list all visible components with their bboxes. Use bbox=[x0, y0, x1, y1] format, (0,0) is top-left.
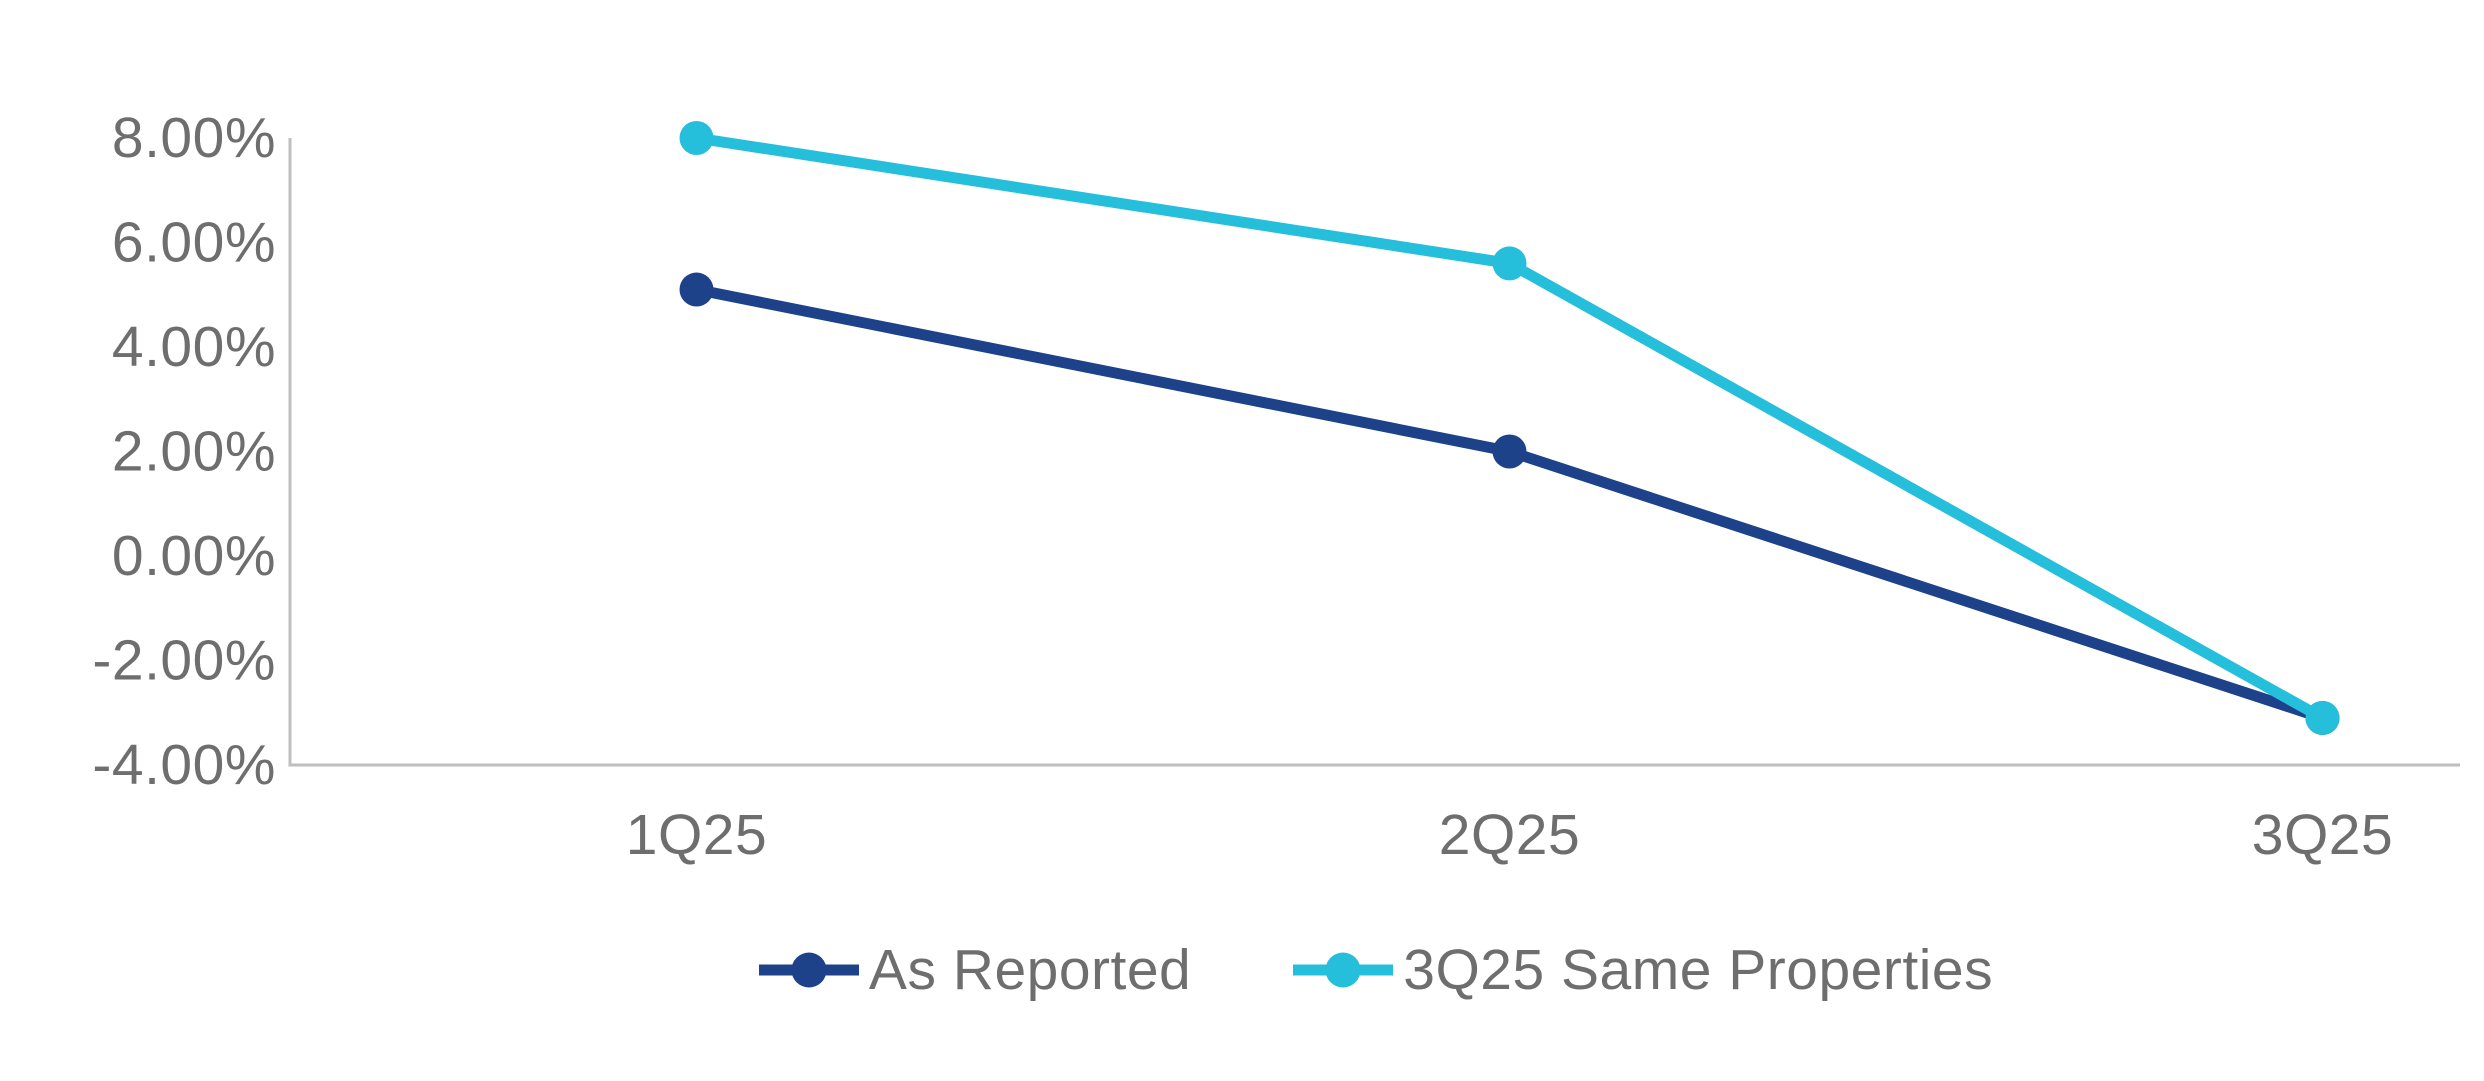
data-point-marker bbox=[1492, 246, 1527, 281]
legend-label-as-reported: As Reported bbox=[868, 938, 1192, 1002]
legend-label-3q25-same-properties: 3Q25 Same Properties bbox=[1403, 938, 1994, 1002]
y-axis-tick-label: 0.00% bbox=[112, 524, 276, 588]
y-axis-tick-label: 2.00% bbox=[112, 420, 276, 484]
x-axis-category-label: 1Q25 bbox=[626, 803, 767, 867]
legend-item-3q25-same-properties: 3Q25 Same Properties bbox=[1291, 937, 1993, 1003]
y-axis-tick-label: 8.00% bbox=[112, 106, 276, 170]
x-axis-category-label: 2Q25 bbox=[1439, 803, 1580, 867]
chart-legend: As Reported 3Q25 Same Properties bbox=[290, 930, 2460, 1010]
legend-marker-line-dot-icon bbox=[758, 952, 859, 988]
series-line bbox=[691, 284, 2328, 724]
series-line bbox=[691, 132, 2328, 724]
data-point-marker bbox=[1492, 434, 1527, 469]
x-axis-category-label: 3Q25 bbox=[2252, 803, 2393, 867]
y-axis-tick-label: 6.00% bbox=[112, 211, 276, 275]
data-point-marker bbox=[679, 272, 714, 307]
y-axis-tick-label: -2.00% bbox=[92, 629, 276, 693]
data-point-marker bbox=[2305, 700, 2340, 735]
data-point-marker bbox=[679, 121, 714, 155]
y-axis-tick-label: -4.00% bbox=[92, 733, 276, 797]
legend-item-as-reported: As Reported bbox=[757, 937, 1191, 1003]
legend-marker-line-dot-icon bbox=[1293, 952, 1394, 988]
y-axis-tick-label: 4.00% bbox=[112, 315, 276, 379]
